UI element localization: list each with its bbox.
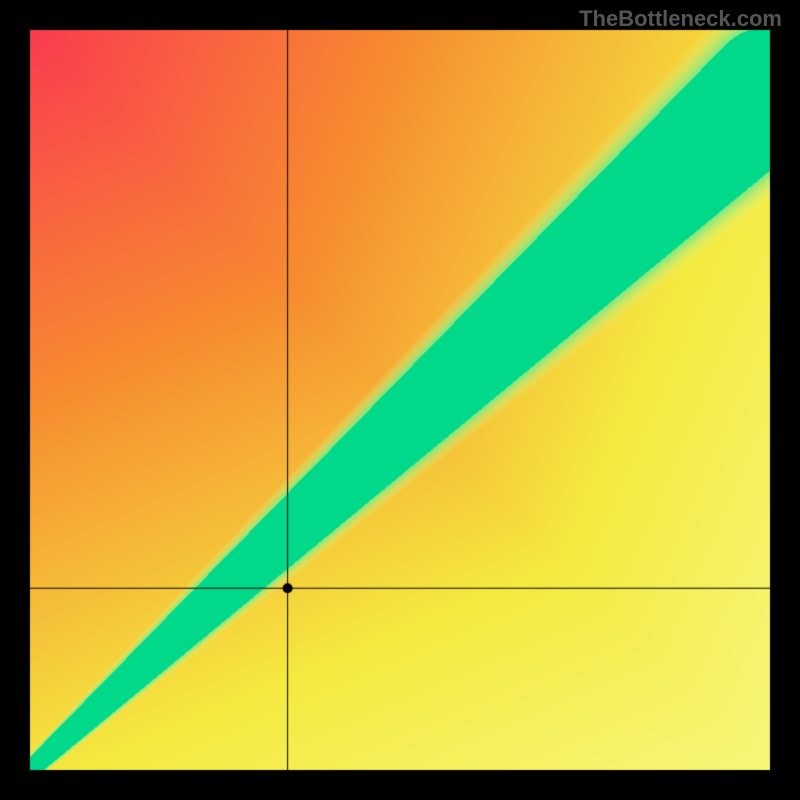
chart-container: TheBottleneck.com xyxy=(0,0,800,800)
watermark-text: TheBottleneck.com xyxy=(579,6,782,32)
heatmap-canvas xyxy=(0,0,800,800)
